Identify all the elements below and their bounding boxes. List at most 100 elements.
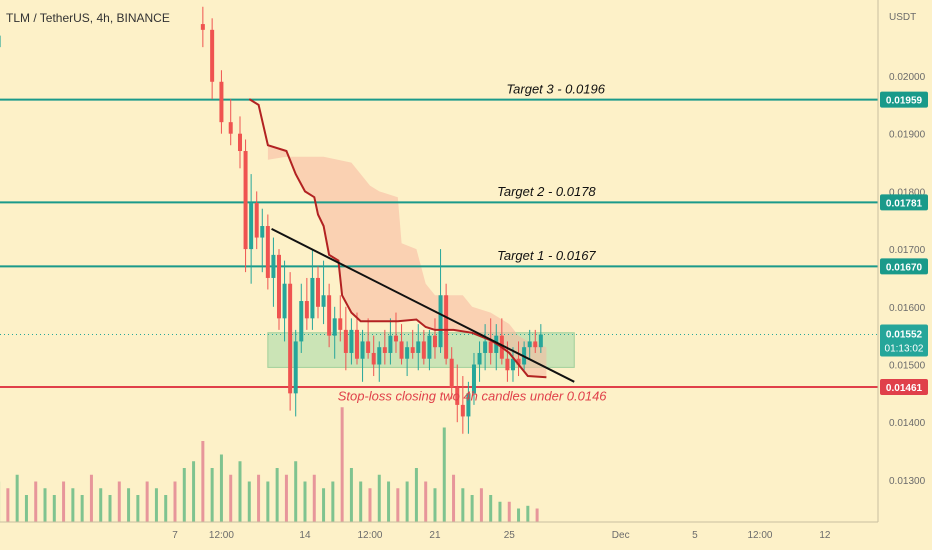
- candle-body: [444, 295, 449, 359]
- level-badge-2: [880, 258, 928, 275]
- volume-bar: [145, 481, 149, 522]
- volume-bar: [275, 468, 279, 522]
- volume-bar: [461, 488, 465, 522]
- volume-bar: [247, 481, 251, 522]
- volume-bar: [127, 488, 131, 522]
- volume-bar: [229, 474, 233, 522]
- volume-bar: [387, 481, 391, 522]
- candle-body: [237, 133, 242, 152]
- x-tick-label: 25: [504, 530, 516, 541]
- candle-body: [533, 341, 538, 348]
- y-tick-label: 0.01400: [889, 418, 926, 429]
- volume-bar: [164, 495, 168, 522]
- candle-body: [332, 318, 337, 336]
- candle-body: [393, 335, 398, 342]
- volume-bar: [6, 488, 10, 522]
- volume-bar: [470, 495, 474, 522]
- candle-body: [416, 341, 421, 353]
- level-badge-label-2: 0.01670: [886, 262, 923, 273]
- candle-body: [282, 283, 287, 319]
- candle-body: [321, 295, 326, 307]
- volume-bar: [43, 488, 47, 522]
- candle-body: [483, 341, 488, 353]
- candle-body: [471, 364, 476, 394]
- trendline: [271, 228, 575, 383]
- candle-body: [271, 254, 276, 278]
- candle-body: [0, 35, 1, 48]
- x-tick-label: 12:00: [209, 530, 234, 541]
- candle-body: [366, 341, 371, 353]
- volume-bar: [238, 461, 242, 522]
- candle-body: [219, 81, 224, 123]
- level-badge-label-3: 0.01461: [886, 383, 923, 394]
- volume-bar: [108, 495, 112, 522]
- candle-body: [488, 341, 493, 353]
- candle-body: [338, 318, 343, 330]
- volume-bar: [266, 481, 270, 522]
- volume-bar: [396, 488, 400, 522]
- candle-body: [276, 254, 281, 319]
- volume-bar: [322, 488, 326, 522]
- candle-body: [360, 341, 365, 359]
- y-tick-label: 0.01600: [889, 303, 926, 314]
- volume-bar: [498, 501, 502, 522]
- volume-bar: [489, 495, 493, 522]
- candle-body: [405, 347, 410, 359]
- volume-bar: [359, 481, 363, 522]
- y-tick-label: 0.02000: [889, 72, 926, 83]
- candle-body: [388, 335, 393, 353]
- annotation-0: Target 3 - 0.0196: [506, 81, 605, 96]
- volume-bar: [52, 495, 56, 522]
- volume-bar: [340, 407, 344, 522]
- annotation-2: Target 1 - 0.0167: [497, 248, 596, 263]
- volume-bar: [452, 474, 456, 522]
- candle-body: [455, 387, 460, 405]
- symbol-title: TLM / TetherUS, 4h, BINANCE: [6, 11, 170, 25]
- volume-bar: [405, 481, 409, 522]
- level-badge-1: [880, 194, 928, 211]
- level-badge-0: [880, 91, 928, 108]
- volume-bar: [312, 474, 316, 522]
- candle-body: [210, 29, 215, 82]
- candle-body: [516, 358, 521, 365]
- volume-bar: [15, 474, 19, 522]
- candle-body: [377, 347, 382, 365]
- volume-bar: [201, 441, 205, 522]
- candle-body: [432, 335, 437, 348]
- volume-bar: [433, 488, 437, 522]
- candle-body: [349, 329, 354, 353]
- candle-body: [228, 122, 233, 134]
- volume-bar: [24, 495, 28, 522]
- volume-bar: [331, 481, 335, 522]
- current-price-label: 0.01552: [886, 329, 923, 340]
- candle-body: [260, 226, 265, 238]
- y-tick-label: 0.01900: [889, 130, 926, 141]
- candle-body: [410, 347, 415, 353]
- volume-bar: [210, 468, 214, 522]
- volume-bar: [99, 488, 103, 522]
- candle-body: [421, 341, 426, 359]
- volume-bar: [257, 474, 261, 522]
- level-badge-label-0: 0.01959: [886, 96, 923, 107]
- candle-body: [243, 151, 248, 250]
- volume-bar: [89, 474, 93, 522]
- volume-bar: [219, 454, 223, 522]
- volume-bar: [284, 474, 288, 522]
- annotation-1: Target 2 - 0.0178: [497, 184, 596, 199]
- volume-bar: [535, 508, 539, 522]
- level-badge-label-1: 0.01781: [886, 198, 923, 209]
- volume-bar: [117, 481, 121, 522]
- volume-bar: [80, 495, 84, 522]
- annotation-3: Stop-loss closing two 4h candles under 0…: [338, 388, 608, 403]
- volume-bar: [368, 488, 372, 522]
- candle-body: [304, 301, 309, 319]
- volume-bar: [136, 495, 140, 522]
- volume-bar: [517, 508, 521, 522]
- x-tick-label: Dec: [612, 530, 630, 541]
- supertrend-line: [248, 98, 547, 379]
- candle-body: [254, 202, 259, 238]
- candle-body: [466, 393, 471, 417]
